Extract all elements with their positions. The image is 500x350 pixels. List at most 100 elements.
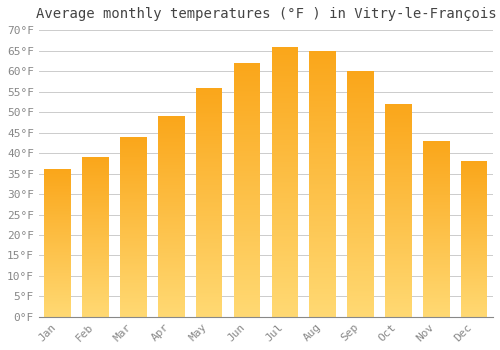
Bar [272, 156, 298, 158]
Bar [158, 160, 184, 161]
Bar [272, 208, 298, 209]
Bar [461, 239, 487, 240]
Bar [234, 119, 260, 120]
Bar [348, 79, 374, 80]
Bar [158, 247, 184, 248]
Bar [310, 116, 336, 117]
Bar [120, 290, 146, 292]
Bar [461, 203, 487, 204]
Bar [423, 288, 450, 289]
Bar [423, 176, 450, 177]
Bar [82, 256, 109, 257]
Bar [461, 184, 487, 185]
Bar [82, 209, 109, 210]
Bar [423, 262, 450, 263]
Bar [348, 167, 374, 168]
Bar [120, 233, 146, 234]
Bar [234, 267, 260, 268]
Bar [461, 279, 487, 280]
Bar [158, 167, 184, 168]
Bar [310, 208, 336, 209]
Bar [120, 171, 146, 172]
Bar [82, 303, 109, 304]
Bar [461, 260, 487, 261]
Bar [423, 275, 450, 276]
Bar [385, 174, 411, 175]
Bar [196, 177, 222, 178]
Bar [385, 304, 411, 305]
Bar [44, 276, 71, 277]
Bar [120, 227, 146, 228]
Bar [272, 278, 298, 279]
Bar [234, 262, 260, 264]
Bar [234, 172, 260, 174]
Bar [120, 220, 146, 222]
Bar [385, 161, 411, 162]
Bar [120, 238, 146, 239]
Bar [461, 265, 487, 266]
Bar [423, 299, 450, 300]
Bar [234, 252, 260, 253]
Bar [120, 301, 146, 302]
Bar [348, 118, 374, 119]
Bar [272, 228, 298, 229]
Bar [310, 293, 336, 294]
Bar [348, 264, 374, 265]
Bar [385, 243, 411, 244]
Bar [348, 222, 374, 224]
Bar [423, 309, 450, 310]
Bar [158, 281, 184, 282]
Bar [385, 278, 411, 279]
Bar [44, 239, 71, 240]
Bar [158, 121, 184, 122]
Bar [385, 294, 411, 295]
Bar [423, 213, 450, 214]
Bar [82, 279, 109, 280]
Bar [44, 177, 71, 178]
Bar [310, 148, 336, 149]
Bar [234, 85, 260, 86]
Bar [423, 229, 450, 230]
Bar [82, 258, 109, 259]
Bar [234, 106, 260, 107]
Bar [348, 174, 374, 176]
Bar [234, 276, 260, 278]
Bar [82, 189, 109, 190]
Bar [385, 239, 411, 240]
Bar [158, 149, 184, 150]
Bar [44, 238, 71, 239]
Bar [196, 196, 222, 198]
Bar [385, 121, 411, 122]
Bar [461, 285, 487, 286]
Bar [196, 209, 222, 210]
Bar [234, 152, 260, 153]
Bar [272, 152, 298, 153]
Bar [234, 237, 260, 238]
Bar [234, 156, 260, 157]
Bar [348, 307, 374, 308]
Bar [196, 183, 222, 184]
Bar [423, 189, 450, 190]
Bar [196, 236, 222, 237]
Bar [348, 287, 374, 288]
Bar [348, 247, 374, 248]
Bar [44, 242, 71, 243]
Bar [158, 232, 184, 233]
Bar [423, 194, 450, 195]
Bar [82, 248, 109, 249]
Bar [272, 122, 298, 124]
Bar [385, 163, 411, 164]
Bar [310, 159, 336, 160]
Bar [385, 140, 411, 141]
Bar [234, 308, 260, 309]
Bar [158, 251, 184, 252]
Bar [348, 131, 374, 133]
Bar [196, 210, 222, 211]
Bar [120, 247, 146, 248]
Bar [310, 187, 336, 188]
Bar [196, 275, 222, 277]
Bar [348, 292, 374, 294]
Bar [272, 307, 298, 309]
Bar [461, 243, 487, 244]
Bar [272, 214, 298, 216]
